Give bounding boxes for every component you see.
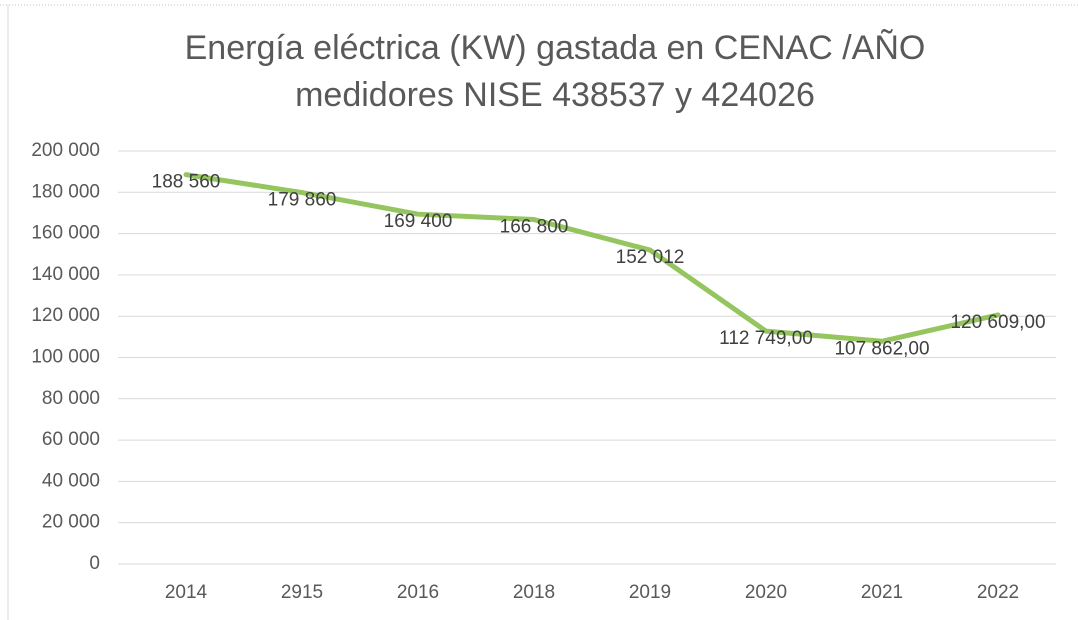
data-line — [183, 172, 1001, 344]
y-tick-label: 160 000 — [31, 223, 100, 244]
x-tick-label: 2016 — [397, 582, 439, 603]
data-label: 112 749,00 — [719, 328, 813, 349]
x-tick-label: 2019 — [629, 582, 671, 603]
data-label: 152 012 — [616, 247, 685, 268]
y-tick-label: 0 — [89, 553, 100, 574]
x-tick-label: 2014 — [165, 582, 208, 603]
data-label: 120 609,00 — [950, 312, 1045, 333]
y-tick-label: 20 000 — [42, 512, 100, 533]
data-label: 188 560 — [152, 172, 221, 193]
data-label: 166 800 — [500, 217, 569, 238]
chart-title: Energía eléctrica (KW) gastada en CENAC … — [185, 29, 926, 67]
data-label: 169 400 — [384, 211, 453, 232]
x-tick-label: 2915 — [281, 582, 323, 603]
data-label: 107 862,00 — [834, 338, 929, 359]
y-tick-label: 60 000 — [42, 429, 100, 450]
y-tick-label: 100 000 — [31, 347, 100, 368]
y-tick-label: 180 000 — [31, 181, 100, 202]
y-tick-label: 40 000 — [42, 470, 100, 491]
y-tick-label: 200 000 — [31, 140, 100, 161]
y-tick-label: 140 000 — [31, 264, 100, 285]
x-tick-label: 2021 — [861, 582, 903, 603]
x-tick-label: 2018 — [513, 582, 555, 603]
chart-title: medidores NISE 438537 y 424026 — [295, 76, 815, 114]
y-tick-label: 80 000 — [42, 388, 100, 409]
x-tick-label: 2022 — [977, 582, 1019, 603]
y-tick-label: 120 000 — [31, 305, 100, 326]
x-tick-label: 2020 — [745, 582, 787, 603]
data-label: 179 860 — [268, 190, 337, 211]
